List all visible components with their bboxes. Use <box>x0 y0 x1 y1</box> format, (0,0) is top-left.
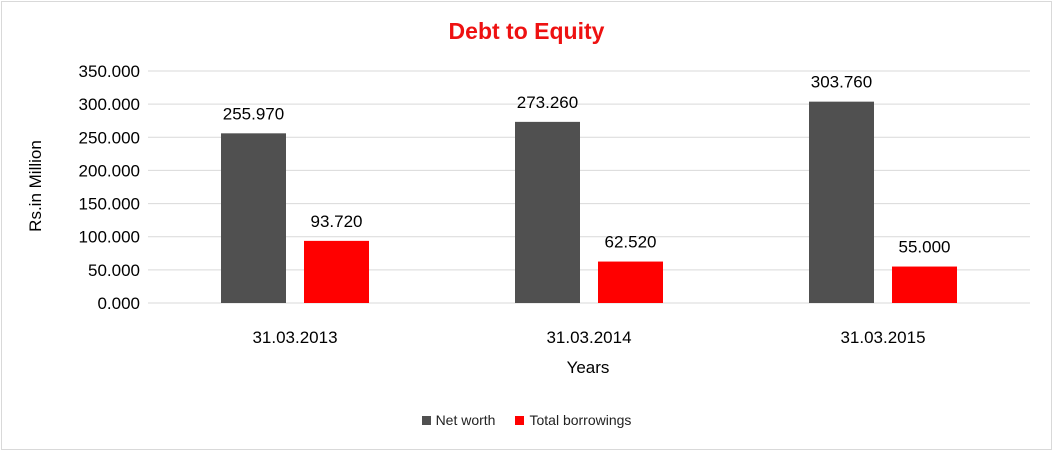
legend-swatch-net-worth <box>421 415 431 425</box>
data-label: 255.970 <box>223 104 284 123</box>
legend-item-net-worth: Net worth <box>421 412 496 428</box>
bar-total-borrowings <box>598 261 663 303</box>
data-label: 93.720 <box>311 212 363 231</box>
data-label: 303.760 <box>811 73 872 92</box>
legend-label-net-worth: Net worth <box>435 412 496 428</box>
x-axis-title: Years <box>566 358 610 377</box>
x-tick-label: 31.03.2013 <box>252 328 337 347</box>
y-tick-label: 350.000 <box>79 62 140 81</box>
x-tick-label: 31.03.2015 <box>840 328 925 347</box>
bar-net-worth <box>221 133 286 303</box>
y-tick-label: 50.000 <box>88 261 140 280</box>
bar-total-borrowings <box>892 266 957 303</box>
bar-total-borrowings <box>304 240 369 303</box>
legend: Net worth Total borrowings <box>0 412 1053 428</box>
y-tick-label: 150.000 <box>79 195 140 214</box>
y-tick-label: 300.000 <box>79 95 140 114</box>
legend-item-total-borrowings: Total borrowings <box>515 412 631 428</box>
y-tick-label: 100.000 <box>79 228 140 247</box>
legend-label-total-borrowings: Total borrowings <box>529 412 632 428</box>
y-tick-label: 0.000 <box>97 294 140 313</box>
bar-net-worth <box>515 121 580 303</box>
bar-net-worth <box>809 101 874 303</box>
legend-swatch-total-borrowings <box>515 415 525 425</box>
x-tick-label: 31.03.2014 <box>546 328 631 347</box>
chart-title: Debt to Equity <box>448 18 605 44</box>
y-tick-label: 200.000 <box>79 161 140 180</box>
data-label: 62.520 <box>605 233 657 252</box>
data-label: 273.260 <box>517 93 578 112</box>
y-tick-label: 250.000 <box>79 128 140 147</box>
data-label: 55.000 <box>899 238 951 257</box>
